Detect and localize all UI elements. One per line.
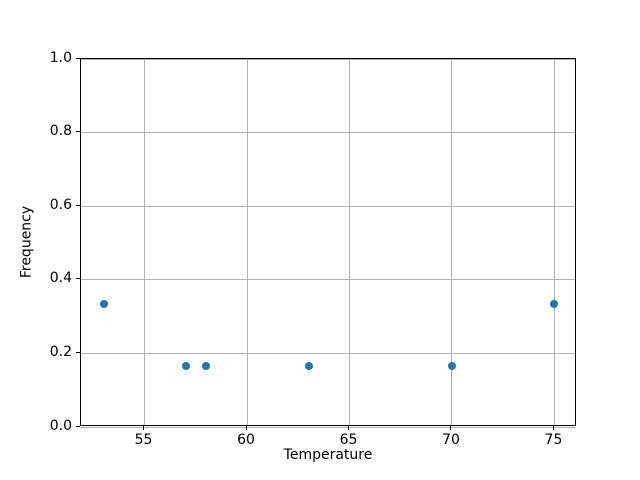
data-point — [550, 300, 559, 309]
x-axis-label: Temperature — [283, 447, 373, 463]
x-tick-mark — [143, 426, 145, 430]
y-tick-label: 0.8 — [49, 123, 72, 140]
y-tick-label: 1.0 — [49, 49, 72, 66]
y-gridline — [81, 426, 575, 428]
data-point — [181, 361, 190, 370]
plot-area — [80, 58, 576, 428]
y-tick-mark — [76, 131, 80, 133]
y-tick-mark — [76, 425, 80, 427]
x-tick-label: 75 — [544, 432, 563, 448]
y-tick-mark — [76, 278, 80, 280]
data-point — [447, 361, 456, 370]
data-point — [304, 361, 313, 370]
y-gridline — [81, 352, 575, 354]
y-tick-mark — [76, 57, 80, 59]
y-tick-label: 0.6 — [49, 196, 72, 213]
y-tick-label: 0.4 — [49, 270, 72, 287]
data-point — [202, 361, 211, 370]
x-gridline — [451, 59, 453, 425]
x-tick-label: 55 — [134, 432, 153, 448]
y-tick-mark — [76, 351, 80, 353]
x-gridline — [246, 59, 248, 425]
x-tick-mark — [347, 426, 349, 430]
x-tick-label: 65 — [339, 432, 358, 448]
x-gridline — [144, 59, 146, 425]
y-gridline — [81, 132, 575, 134]
y-axis-label: Frequency — [18, 205, 35, 279]
y-tick-label: 0.0 — [49, 417, 72, 434]
y-gridline — [81, 205, 575, 207]
y-tick-mark — [76, 204, 80, 206]
x-gridline — [348, 59, 350, 425]
data-point — [99, 300, 108, 309]
x-tick-mark — [450, 426, 452, 430]
x-tick-label: 60 — [237, 432, 255, 448]
y-gridline — [81, 58, 575, 60]
x-tick-mark — [552, 426, 554, 430]
x-gridline — [553, 59, 555, 425]
y-tick-label: 0.2 — [49, 343, 72, 360]
x-tick-mark — [245, 426, 247, 430]
y-gridline — [81, 279, 575, 281]
x-tick-label: 70 — [442, 432, 460, 448]
